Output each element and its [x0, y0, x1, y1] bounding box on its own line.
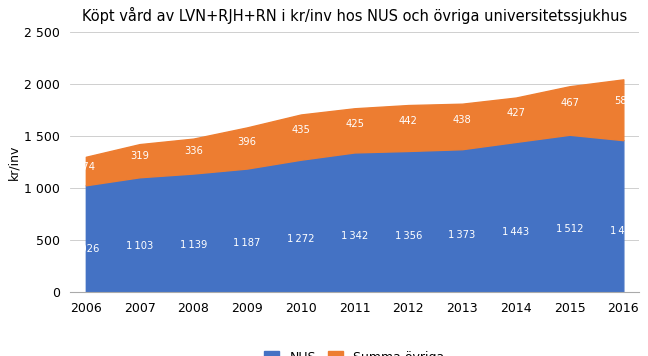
Text: 425: 425: [345, 119, 364, 129]
Text: 585: 585: [614, 96, 633, 106]
Text: 435: 435: [292, 125, 310, 135]
Text: 1 443: 1 443: [502, 227, 529, 237]
Y-axis label: kr/inv: kr/inv: [7, 144, 20, 180]
Text: 442: 442: [399, 116, 418, 126]
Text: 1 512: 1 512: [556, 224, 583, 234]
Text: 1 139: 1 139: [179, 240, 207, 250]
Text: 438: 438: [453, 115, 472, 125]
Text: 1 356: 1 356: [395, 231, 422, 241]
Text: 1 103: 1 103: [126, 241, 153, 251]
Text: 1 272: 1 272: [287, 234, 314, 244]
Text: 336: 336: [184, 146, 203, 156]
Legend: NUS, Summa övriga: NUS, Summa övriga: [259, 346, 450, 356]
Text: 274: 274: [76, 162, 95, 172]
Text: 1 373: 1 373: [448, 230, 476, 240]
Text: 467: 467: [560, 98, 579, 108]
Text: 1 460: 1 460: [610, 226, 637, 236]
Text: 319: 319: [130, 151, 149, 161]
Text: 427: 427: [506, 108, 526, 118]
Text: 1 026: 1 026: [72, 244, 100, 254]
Text: 1 187: 1 187: [233, 237, 260, 247]
Text: 1 342: 1 342: [341, 231, 368, 241]
Text: 396: 396: [238, 137, 257, 147]
Title: Köpt vård av LVN+RJH+RN i kr/inv hos NUS och övriga universitetssjukhus: Köpt vård av LVN+RJH+RN i kr/inv hos NUS…: [82, 7, 627, 24]
